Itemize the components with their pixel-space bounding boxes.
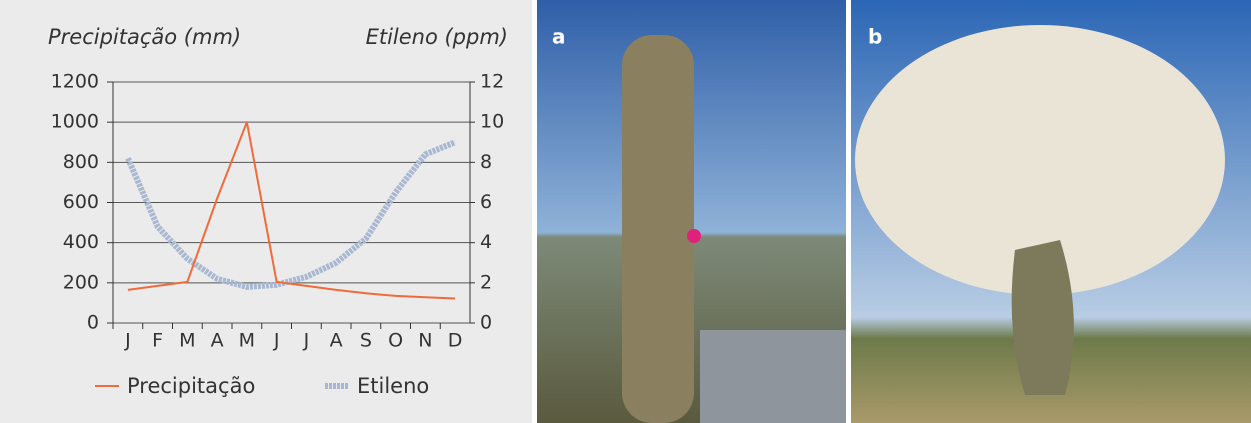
figure: Precipitação (mm) Etileno (ppm) a b 0 200… — [0, 0, 1251, 423]
x-tick-label: M — [179, 330, 195, 352]
rock — [700, 330, 846, 423]
y-tick-label: 1200 — [51, 71, 99, 93]
x-tick-label: J — [303, 330, 310, 352]
cactus — [622, 35, 694, 423]
x-tick-label: O — [388, 330, 403, 352]
y-tick-label: 400 — [63, 231, 99, 253]
x-tick-label: J — [273, 330, 280, 352]
x-tick-label: A — [330, 330, 343, 352]
y2-tick-label: 4 — [480, 231, 492, 253]
x-tick-label: A — [211, 330, 224, 352]
y2-tick-label: 2 — [480, 271, 492, 293]
y2-tick-label: 10 — [480, 111, 504, 133]
y-tick-label: 600 — [63, 191, 99, 213]
y-tick-label: 0 — [87, 312, 99, 334]
legend-label: Precipitação — [127, 374, 255, 398]
x-tick-label: F — [152, 330, 163, 352]
x-tick-label: M — [239, 330, 255, 352]
x-tick-label: N — [418, 330, 432, 352]
y2-tick-label: 0 — [480, 312, 492, 334]
panel-label: b — [868, 25, 882, 49]
y-axis-title: Precipitação (mm) — [48, 25, 241, 49]
tree-trunk — [1012, 240, 1074, 395]
y2-tick-label: 8 — [480, 151, 492, 173]
x-tick-label: S — [360, 330, 372, 352]
y-tick-label: 1000 — [51, 111, 99, 133]
legend-label: Etileno — [357, 374, 429, 398]
y-tick-label: 800 — [63, 151, 99, 173]
y-tick-label: 200 — [63, 271, 99, 293]
x-tick-label: J — [124, 330, 131, 352]
y2-axis-title: Etileno (ppm) — [366, 25, 508, 49]
y2-tick-label: 6 — [480, 191, 492, 213]
panel-label: a — [552, 25, 566, 49]
x-tick-label: D — [448, 330, 463, 352]
y2-tick-label: 12 — [480, 71, 504, 93]
flower — [687, 229, 701, 243]
